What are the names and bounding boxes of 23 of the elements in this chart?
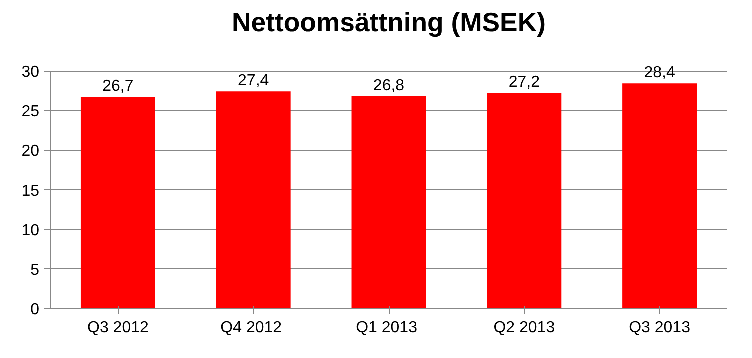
y-tick-label: 20 — [22, 143, 40, 160]
data-label: 26,8 — [373, 77, 405, 94]
y-tick-label: 15 — [22, 182, 40, 200]
y-tick-label: 5 — [30, 262, 40, 279]
x-tick-label: Q1 2013 — [356, 320, 418, 336]
data-label: 27,2 — [508, 74, 540, 92]
x-tick-label: Q3 2012 — [88, 320, 149, 336]
chart-title: Nettoomsättning (MSEK) — [232, 8, 546, 38]
y-tick-label: 0 — [30, 302, 40, 318]
bar — [352, 96, 426, 308]
y-tick-label: 30 — [22, 64, 40, 81]
x-tick-label: Q4 2012 — [220, 320, 282, 336]
data-label: 28,4 — [644, 64, 676, 82]
y-tick-label: 25 — [22, 104, 40, 121]
bar — [80, 97, 156, 308]
data-label: 27,4 — [238, 72, 270, 90]
bar — [216, 92, 291, 308]
bar — [487, 93, 562, 308]
data-label: 26,7 — [102, 78, 134, 96]
bar — [622, 84, 698, 308]
y-tick-label: 10 — [22, 222, 40, 240]
x-tick-label: Q2 2013 — [494, 320, 556, 336]
x-tick-label: Q3 2013 — [629, 320, 691, 336]
